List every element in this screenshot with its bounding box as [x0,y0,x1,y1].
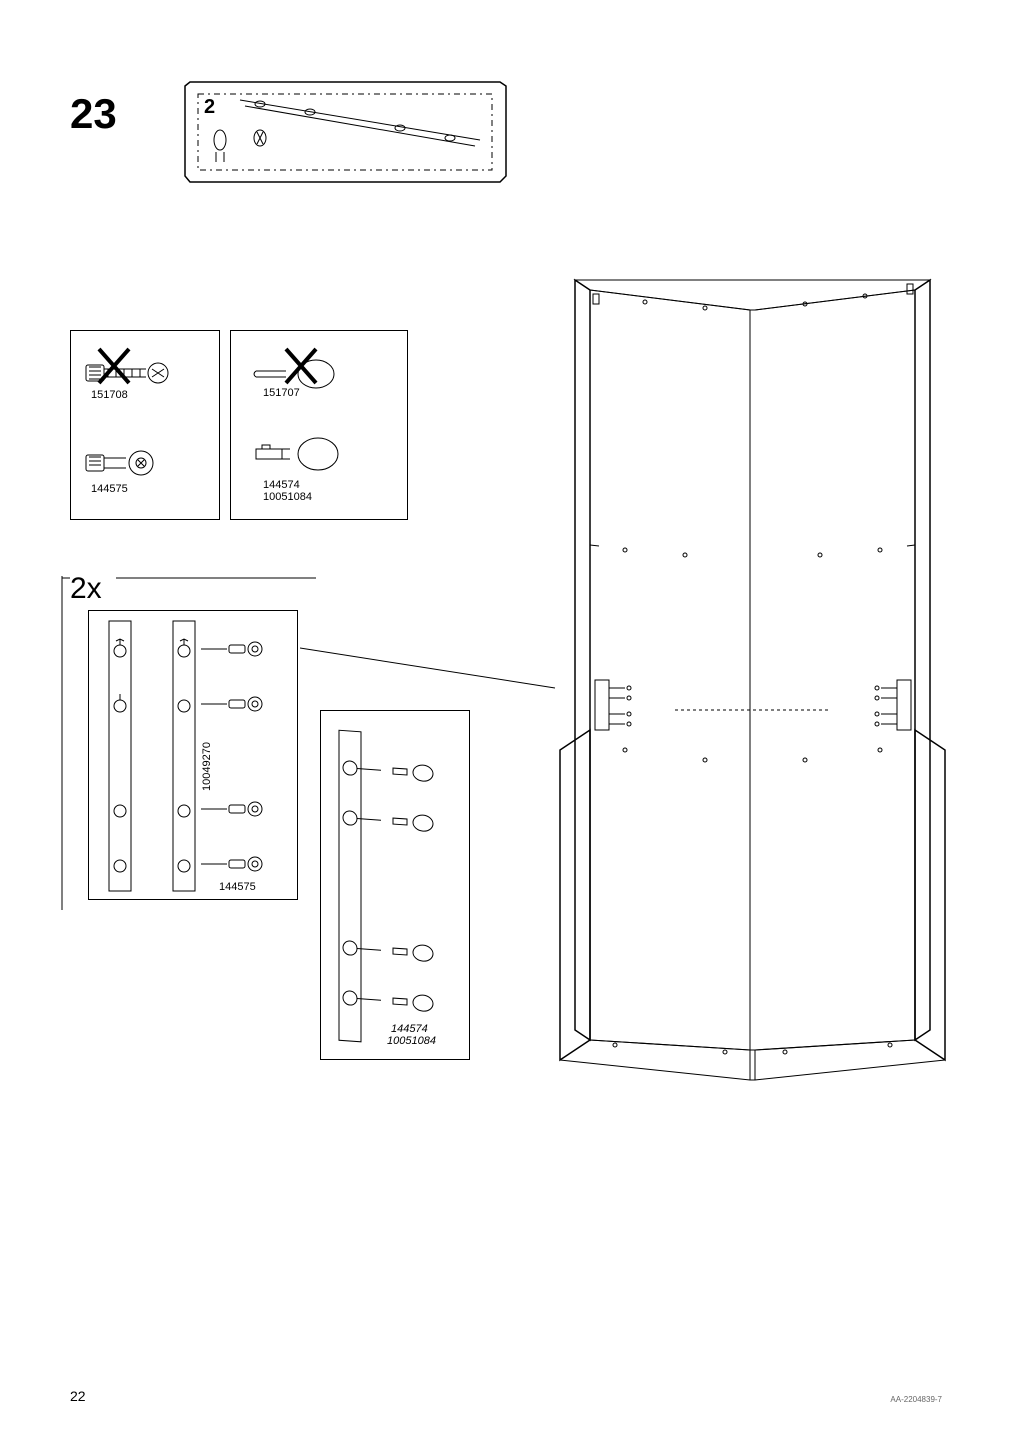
rail-diagram-a: 10049270 144575 [88,610,298,900]
cabinet-diagram [555,250,955,1100]
footer-doc-code: AA-2204839-7 [890,1395,942,1404]
panel-number: 2 [204,96,215,119]
part-id-wrong-long: 151708 [91,389,128,401]
part-id-correct-short-b: 10051084 [263,491,312,503]
peg-part-id-b: 10051084 [387,1035,436,1047]
rail-diagram-b: 144574 10051084 [320,710,470,1060]
top-panel-diagram: 2 [180,78,510,188]
part-id-correct-long: 144575 [91,483,128,495]
part-id-wrong-short: 151707 [263,387,300,399]
page-root: 23 2 [0,0,1012,1432]
bracket-left [60,576,64,910]
cam-part-id: 144575 [219,881,256,893]
part-id-correct-short-a: 144574 [263,479,300,491]
step-number: 23 [70,90,117,138]
peg-part-id-a: 144574 [391,1023,428,1035]
parts-box-left: 151708 144575 [70,330,220,520]
rail-part-id: 10049270 [201,742,213,791]
leader-line [300,640,560,700]
footer-page-number: 22 [70,1388,86,1404]
parts-box-right: 151707 144574 10051084 [230,330,408,520]
bracket-top [60,576,320,596]
